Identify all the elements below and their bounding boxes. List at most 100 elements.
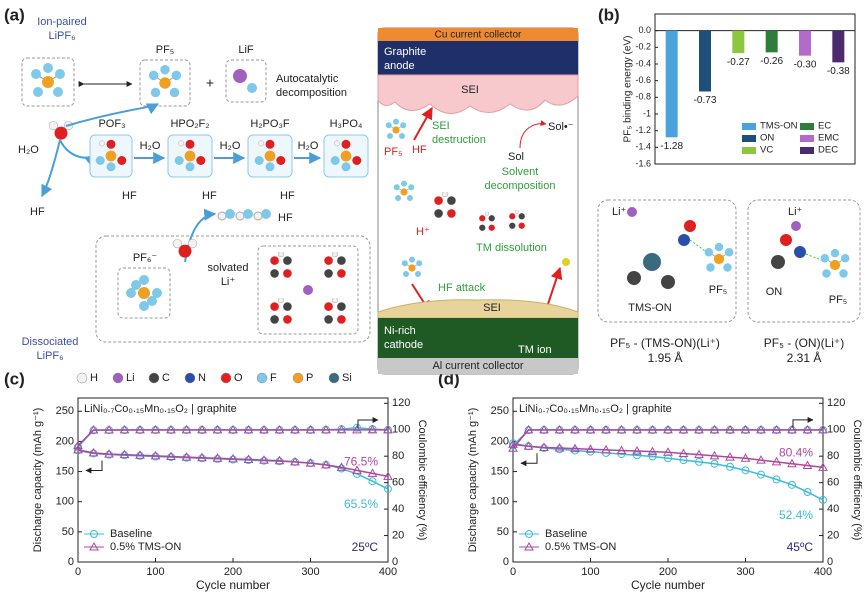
y-tick-label: 0 <box>68 556 74 568</box>
chart-title: LiNi₀.₇Co₀.₁₅Mn₀.₁₅O₂ | graphite <box>84 403 237 415</box>
bar <box>799 31 811 56</box>
value-label: -0.26 <box>760 56 783 67</box>
molecule <box>324 297 345 323</box>
legend-label: Baseline <box>110 528 152 540</box>
legend-swatch <box>742 147 756 154</box>
atom-symbol: O <box>234 372 243 384</box>
decomposition-scheme: Ion-paired LiPF₆ PF₅ + LiF Autocatalytic… <box>18 16 370 362</box>
y2-tick-label: 120 <box>392 397 410 409</box>
panel-label: (c) <box>4 369 25 388</box>
label: H₂O <box>18 144 39 156</box>
label: LiPF₆ <box>36 350 63 362</box>
y-tick-label: 250 <box>491 405 509 417</box>
y-tick-label: 0 <box>503 556 509 568</box>
value-label: -0.30 <box>794 59 817 70</box>
y2-tick-label: 20 <box>392 529 404 541</box>
x-axis-label: Cycle number <box>196 578 270 592</box>
legend-swatch <box>800 123 814 130</box>
bar <box>732 31 744 53</box>
label: decomposition <box>276 87 347 99</box>
x-tick-label: 200 <box>224 566 242 578</box>
value-label: -0.73 <box>694 95 717 106</box>
y2-tick-label: 100 <box>827 424 845 436</box>
y-tick-label: -0.4 <box>635 58 651 68</box>
atom-swatch <box>77 373 87 383</box>
atom <box>661 275 675 289</box>
label: H₂O <box>298 140 319 152</box>
atom <box>771 255 785 269</box>
label: 1.95 Å <box>648 350 683 365</box>
legend-swatch <box>800 147 814 154</box>
annotation: 80.4% <box>779 446 813 460</box>
molecule <box>821 249 850 278</box>
y2-tick-label: 40 <box>827 503 839 515</box>
label: TM ion <box>518 344 552 356</box>
label: solvated <box>208 262 249 274</box>
molecule <box>149 65 181 97</box>
label: PF₅ <box>384 146 403 158</box>
atom <box>678 234 690 246</box>
y-tick-label: 50 <box>497 526 509 538</box>
legend-label: TMS-ON <box>760 121 798 132</box>
y-axis-label: PF₅ binding energy (eV) <box>623 36 634 143</box>
atom-swatch <box>329 373 339 383</box>
label: HF <box>278 212 293 224</box>
axis-arrow <box>86 460 102 470</box>
label: POF₃ <box>98 118 125 130</box>
legend-label: 0.5% TMS-ON <box>545 541 616 553</box>
label: HF <box>30 206 45 218</box>
label: Ni-rich <box>384 325 416 337</box>
atom <box>562 258 570 266</box>
label: LiF <box>238 44 254 56</box>
y2-axis-label: Coulombic efficiency (%) <box>851 420 863 541</box>
atom-swatch <box>149 373 159 383</box>
molecule <box>705 243 734 272</box>
label: LiPF₆ <box>48 30 75 42</box>
legend-label: 0.5% TMS-ON <box>110 541 181 553</box>
label: Autocatalytic <box>276 73 339 85</box>
y-tick-label: 200 <box>56 435 74 447</box>
axis-arrow <box>521 453 537 463</box>
annotation: 52.4% <box>779 508 813 522</box>
label: H⁺ <box>416 226 430 238</box>
x-tick-label: 0 <box>510 566 516 578</box>
label: Al current collector <box>432 360 523 372</box>
axis-arrow <box>793 420 813 428</box>
y2-tick-label: 40 <box>392 503 404 515</box>
label: Cu current collector <box>435 30 522 41</box>
atom-symbol: H <box>90 372 98 384</box>
label: TMS-ON <box>628 302 671 314</box>
label: PF₅ <box>709 284 728 296</box>
panel-label: (a) <box>4 5 25 24</box>
y2-tick-label: 60 <box>827 477 839 489</box>
atom-symbol: N <box>198 372 206 384</box>
atom-swatch <box>293 373 303 383</box>
label: HF <box>122 190 137 202</box>
hf-chain <box>218 209 271 220</box>
label: Sol•⁻ <box>548 121 574 133</box>
label: + <box>206 75 214 91</box>
label: Li⁺ <box>788 206 803 218</box>
label: Li⁺ <box>221 276 236 288</box>
label: PF₆⁻ <box>133 252 157 264</box>
label: H₃PO₄ <box>330 118 363 130</box>
atom <box>247 83 257 93</box>
label: SEI <box>483 302 501 314</box>
x-tick-label: 100 <box>146 566 164 578</box>
cell-diagram: Cu current collector Graphite anode SEI … <box>378 28 578 374</box>
y-tick-label: -1 <box>643 108 651 118</box>
complexes: Li⁺ TMS-ON PF₅ PF₅ - (TMS-ON)(Li⁺) 1.95 … <box>598 200 860 365</box>
y-tick-label: -1.4 <box>635 142 651 152</box>
label: H₂O <box>220 140 241 152</box>
y2-axis-label: Coulombic efficiency (%) <box>416 420 428 541</box>
y-tick-label: 0.0 <box>638 25 651 35</box>
label: anode <box>384 60 415 72</box>
y2-tick-label: 80 <box>827 450 839 462</box>
label: Graphite <box>384 46 426 58</box>
legend-swatch <box>800 135 814 142</box>
label: destruction <box>432 134 486 146</box>
label: H₂PO₃F <box>250 118 290 130</box>
bar <box>666 31 678 138</box>
label: ON <box>766 286 783 298</box>
value-label: -1.28 <box>660 141 683 152</box>
